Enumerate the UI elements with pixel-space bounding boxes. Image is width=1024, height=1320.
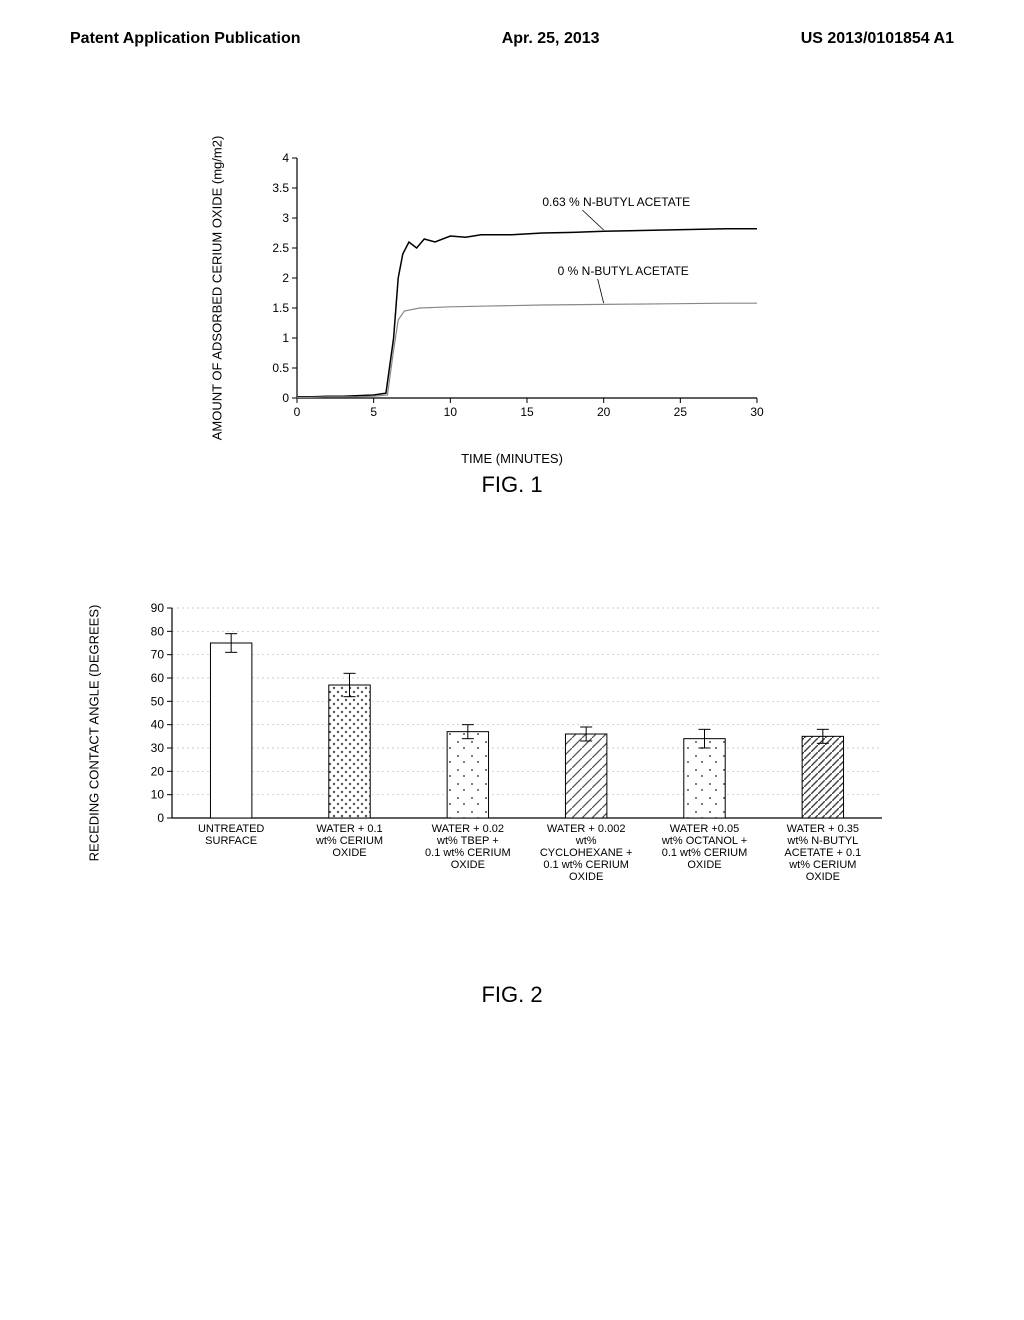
svg-text:4: 4 [282,151,289,165]
svg-text:0.63 % N-BUTYL ACETATE: 0.63 % N-BUTYL ACETATE [542,195,690,209]
svg-text:0.1 wt% CERIUM: 0.1 wt% CERIUM [662,847,748,859]
svg-text:0.5: 0.5 [272,361,289,375]
svg-text:3: 3 [282,211,289,225]
svg-text:10: 10 [444,405,458,419]
header-right: US 2013/0101854 A1 [801,30,954,48]
svg-text:0: 0 [157,811,164,825]
page-header: Patent Application Publication Apr. 25, … [0,0,1024,48]
svg-text:2.5: 2.5 [272,241,289,255]
svg-text:90: 90 [151,601,165,615]
svg-text:wt% TBEP +: wt% TBEP + [436,835,499,847]
svg-text:10: 10 [151,788,165,802]
svg-text:30: 30 [151,741,165,755]
svg-text:3.5: 3.5 [272,181,289,195]
svg-text:20: 20 [151,764,165,778]
header-left: Patent Application Publication [70,30,301,48]
svg-text:70: 70 [151,648,165,662]
svg-text:0.1 wt% CERIUM: 0.1 wt% CERIUM [543,859,629,871]
svg-text:20: 20 [597,405,611,419]
svg-text:5: 5 [370,405,377,419]
svg-text:SURFACE: SURFACE [205,835,257,847]
svg-text:wt% CERIUM: wt% CERIUM [315,835,383,847]
svg-text:60: 60 [151,671,165,685]
svg-text:OXIDE: OXIDE [569,871,603,883]
svg-text:0.1 wt% CERIUM: 0.1 wt% CERIUM [425,847,511,859]
svg-text:wt%: wt% [575,835,597,847]
fig1-chart: 0 0.5 1 1.5 2 2.5 3 3.5 4 0 5 10 15 20 25 30 0.63 % N-BU… [257,148,767,428]
fig2-ylabel: RECEDING CONTACT ANGLE (DEGREES) [87,605,102,862]
figure-1: AMOUNT OF ADSORBED CERIUM OXIDE (mg/m2) … [257,148,767,428]
svg-text:OXIDE: OXIDE [687,859,721,871]
svg-text:40: 40 [151,718,165,732]
svg-text:WATER + 0.002: WATER + 0.002 [547,823,626,835]
svg-text:2: 2 [282,271,289,285]
svg-text:0 % N-BUTYL ACETATE: 0 % N-BUTYL ACETATE [558,264,689,278]
svg-text:CYCLOHEXANE +: CYCLOHEXANE + [540,847,633,859]
svg-text:50: 50 [151,694,165,708]
svg-text:1: 1 [282,331,289,345]
svg-text:OXIDE: OXIDE [451,859,485,871]
fig1-xlabel: TIME (MINUTES) [461,451,563,466]
svg-text:0: 0 [282,391,289,405]
fig1-caption: FIG. 1 [481,472,542,498]
header-center: Apr. 25, 2013 [502,30,600,48]
svg-text:OXIDE: OXIDE [332,847,366,859]
svg-text:UNTREATED: UNTREATED [198,823,264,835]
svg-text:WATER + 0.1: WATER + 0.1 [316,823,382,835]
svg-text:1.5: 1.5 [272,301,289,315]
svg-text:0: 0 [294,405,301,419]
svg-text:WATER + 0.35: WATER + 0.35 [787,823,859,835]
svg-text:OXIDE: OXIDE [806,871,840,883]
figure-2: RECEDING CONTACT ANGLE (DEGREES) 0102030… [132,598,892,898]
svg-text:wt% OCTANOL +: wt% OCTANOL + [661,835,747,847]
svg-text:80: 80 [151,624,165,638]
svg-text:WATER + 0.02: WATER + 0.02 [432,823,504,835]
svg-text:wt% N-BUTYL: wt% N-BUTYL [786,835,858,847]
svg-text:30: 30 [750,405,764,419]
fig2-chart: 0 10 20 30 40 50 60 70 80 90 UNTREATEDSURFACE WATER… [132,598,892,898]
fig1-ylabel: AMOUNT OF ADSORBED CERIUM OXIDE (mg/m2) [210,136,225,441]
svg-text:25: 25 [674,405,688,419]
figure-2-container: RECEDING CONTACT ANGLE (DEGREES) 0 10 20 30… [0,598,1024,898]
svg-text:wt% CERIUM: wt% CERIUM [788,859,856,871]
svg-text:WATER +0.05: WATER +0.05 [670,823,739,835]
fig2-caption: FIG. 2 [481,982,542,1008]
figure-1-container: AMOUNT OF ADSORBED CERIUM OXIDE (mg/m2) … [0,148,1024,428]
svg-text:ACETATE + 0.1: ACETATE + 0.1 [784,847,861,859]
svg-text:15: 15 [520,405,534,419]
